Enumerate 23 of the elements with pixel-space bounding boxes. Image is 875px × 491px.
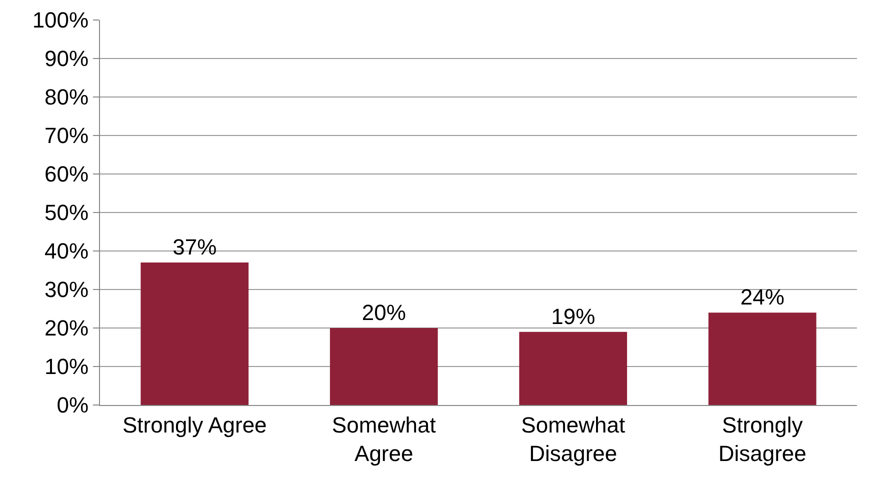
bar <box>708 312 816 405</box>
x-tick-label: Somewhat Agree <box>332 412 436 466</box>
x-tick-label: Somewhat Disagree <box>521 412 626 466</box>
bar <box>330 328 438 405</box>
data-label: 20% <box>362 300 406 325</box>
y-tick-label: 60% <box>44 162 89 187</box>
y-tick-label: 90% <box>44 46 89 72</box>
data-label: 24% <box>740 284 784 310</box>
data-label: 37% <box>172 234 217 260</box>
y-tick-label: 0% <box>56 392 89 418</box>
y-tick-label: 100% <box>32 8 89 33</box>
y-tick-label: 40% <box>44 238 89 264</box>
x-tick-label: Strongly Agree <box>122 412 267 438</box>
y-tick-label: 10% <box>44 354 89 380</box>
y-tick-label: 70% <box>44 123 89 148</box>
bar <box>519 332 628 405</box>
bar <box>140 262 249 405</box>
y-tick-label: 20% <box>44 316 89 341</box>
y-tick-label: 80% <box>44 84 89 110</box>
y-tick-label: 50% <box>44 200 89 226</box>
y-tick-label: 30% <box>44 277 89 302</box>
x-tick-label: Strongly Disagree <box>718 412 806 466</box>
data-label: 19% <box>551 304 596 329</box>
